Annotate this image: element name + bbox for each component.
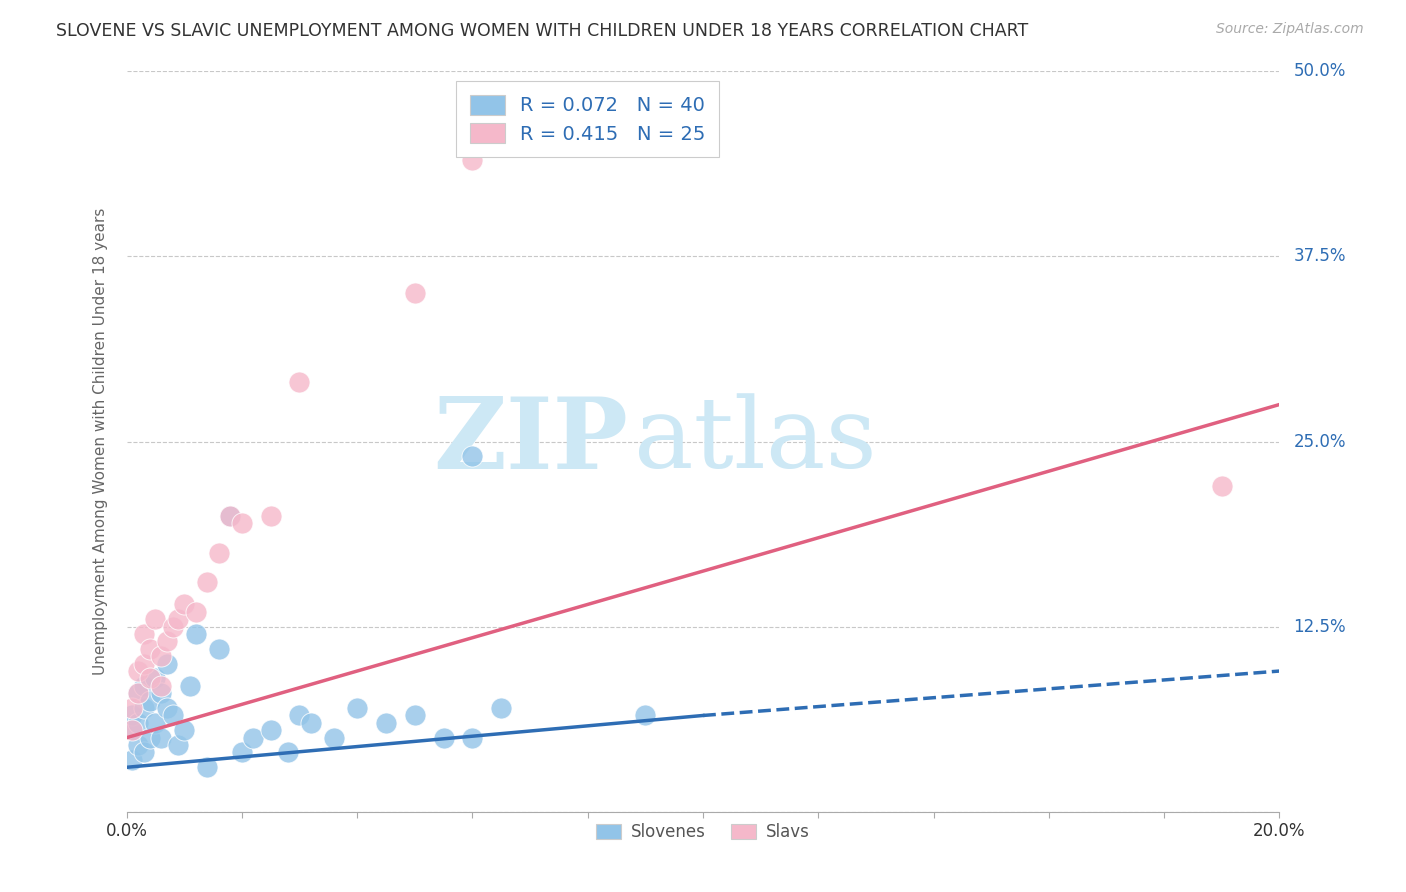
Point: [184, 605, 207, 619]
Point: [299, 715, 322, 730]
Point: [150, 649, 173, 664]
Point: [132, 701, 155, 715]
Text: 37.5%: 37.5%: [1294, 247, 1346, 266]
Text: 12.5%: 12.5%: [1294, 617, 1346, 636]
Point: [127, 686, 149, 700]
Point: [132, 627, 155, 641]
Point: [173, 723, 195, 738]
Point: [288, 708, 311, 723]
Text: atlas: atlas: [634, 393, 876, 490]
Point: [259, 723, 281, 738]
Point: [121, 723, 143, 738]
Point: [173, 598, 195, 612]
Point: [156, 634, 179, 648]
Point: [323, 731, 346, 745]
Point: [162, 708, 184, 723]
Point: [156, 701, 179, 715]
Point: [150, 686, 173, 700]
Legend: Slovenes, Slavs: Slovenes, Slavs: [589, 816, 817, 847]
Point: [121, 753, 143, 767]
Point: [491, 701, 513, 715]
Point: [127, 686, 149, 700]
Point: [346, 701, 368, 715]
Point: [461, 450, 484, 464]
Point: [208, 641, 231, 656]
Point: [277, 746, 299, 760]
Point: [433, 731, 456, 745]
Point: [231, 516, 253, 530]
Point: [138, 672, 160, 686]
Point: [132, 679, 155, 693]
Point: [132, 657, 155, 671]
Point: [150, 731, 173, 745]
Point: [208, 546, 231, 560]
Point: [195, 575, 218, 590]
Point: [145, 612, 166, 626]
Point: [150, 679, 173, 693]
Point: [132, 746, 155, 760]
Point: [167, 612, 190, 626]
Point: [138, 641, 160, 656]
Point: [374, 715, 398, 730]
Text: 25.0%: 25.0%: [1294, 433, 1346, 450]
Point: [259, 508, 281, 523]
Point: [167, 738, 190, 752]
Y-axis label: Unemployment Among Women with Children Under 18 years: Unemployment Among Women with Children U…: [93, 208, 108, 675]
Point: [162, 619, 184, 633]
Point: [404, 286, 426, 301]
Point: [127, 738, 149, 752]
Point: [461, 731, 484, 745]
Point: [1211, 479, 1233, 493]
Text: SLOVENE VS SLAVIC UNEMPLOYMENT AMONG WOMEN WITH CHILDREN UNDER 18 YEARS CORRELAT: SLOVENE VS SLAVIC UNEMPLOYMENT AMONG WOM…: [56, 22, 1029, 40]
Point: [179, 679, 201, 693]
Point: [121, 701, 143, 715]
Point: [127, 664, 149, 678]
Point: [138, 731, 160, 745]
Point: [195, 760, 218, 774]
Point: [145, 672, 166, 686]
Point: [138, 694, 160, 708]
Point: [231, 746, 253, 760]
Point: [121, 708, 143, 723]
Point: [156, 657, 179, 671]
Point: [404, 708, 426, 723]
Point: [461, 153, 484, 168]
Point: [127, 715, 149, 730]
Point: [634, 708, 657, 723]
Point: [121, 723, 143, 738]
Point: [288, 376, 311, 390]
Text: 50.0%: 50.0%: [1294, 62, 1346, 80]
Point: [242, 731, 264, 745]
Point: [219, 508, 242, 523]
Point: [184, 627, 207, 641]
Text: ZIP: ZIP: [433, 393, 628, 490]
Text: Source: ZipAtlas.com: Source: ZipAtlas.com: [1216, 22, 1364, 37]
Point: [145, 715, 166, 730]
Point: [219, 508, 242, 523]
